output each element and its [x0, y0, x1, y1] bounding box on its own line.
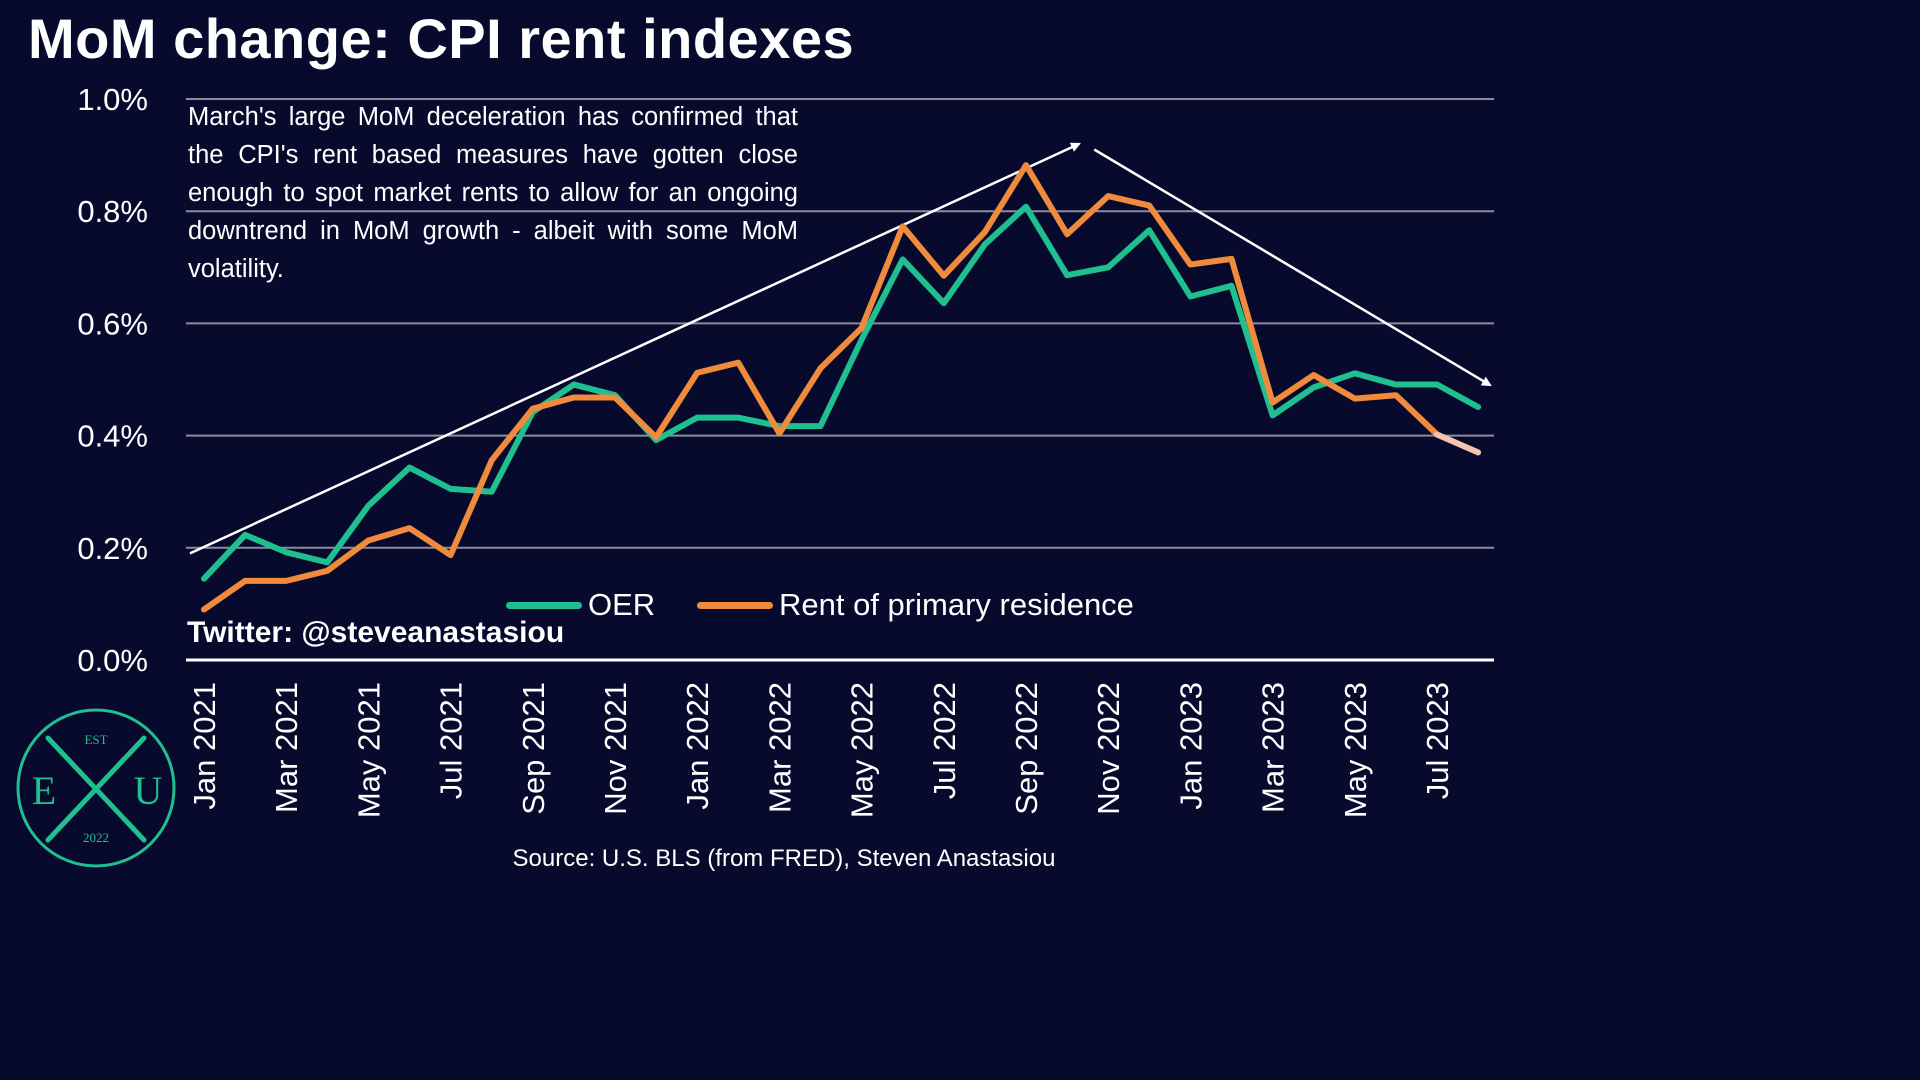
y-tick-label: 0.2%: [77, 531, 148, 566]
annotation-text: March's large MoM deceleration has confi…: [188, 103, 798, 283]
svg-text:U: U: [134, 768, 163, 813]
twitter-handle: Twitter: @steveanastasiou: [187, 616, 565, 649]
x-tick-label: Nov 2022: [1091, 682, 1126, 815]
y-tick-label: 0.6%: [77, 306, 148, 341]
y-axis-ticks: 0.0% 0.2% 0.4% 0.6% 0.8% 1.0%: [77, 82, 148, 678]
x-tick-label: Jul 2023: [1420, 682, 1455, 799]
x-tick-label: May 2023: [1338, 682, 1373, 818]
x-tick-label: Mar 2022: [762, 682, 797, 813]
x-tick-label: Jul 2022: [927, 682, 962, 799]
svg-text:E: E: [32, 768, 56, 813]
legend-swatch-rent: [697, 601, 773, 609]
legend-swatch-oer: [506, 601, 582, 609]
legend-item-oer: OER: [506, 585, 655, 625]
trend-arrow: [1093, 148, 1492, 387]
y-tick-label: 0.0%: [77, 643, 148, 678]
legend-item-rent: Rent of primary residence: [697, 585, 1134, 625]
legend-label-rent: Rent of primary residence: [779, 587, 1134, 622]
gridlines: [186, 98, 1494, 662]
series-line-rent-latest: [1434, 431, 1482, 456]
exu-logo: EST E U 2022: [16, 708, 176, 868]
x-tick-label: May 2021: [351, 682, 386, 818]
x-tick-label: Jan 2021: [187, 682, 222, 810]
x-tick-label: May 2022: [845, 682, 880, 818]
line-chart: 0.0% 0.2% 0.4% 0.6% 0.8% 1.0% Jan 2021 Mar 202…: [77, 82, 1494, 818]
svg-text:2022: 2022: [83, 830, 109, 845]
x-axis-ticks: Jan 2021 Mar 2021 May 2021 Jul 2021 Sep 2021…: [187, 682, 1455, 818]
source-note: Source: U.S. BLS (from FRED), Steven Ana…: [512, 845, 1056, 872]
y-tick-label: 0.4%: [77, 419, 148, 454]
trend-arrows: [189, 142, 1492, 555]
x-tick-label: Mar 2023: [1256, 682, 1291, 813]
x-tick-label: Sep 2021: [516, 682, 551, 815]
series-lines: [201, 162, 1482, 613]
y-tick-label: 0.8%: [77, 194, 148, 229]
trend-arrow: [189, 142, 1081, 555]
series-line-rent: [201, 162, 1440, 613]
x-tick-label: Jan 2023: [1173, 682, 1208, 810]
x-tick-label: Jan 2022: [680, 682, 715, 810]
legend-label-oer: OER: [588, 587, 656, 622]
x-tick-label: Mar 2021: [269, 682, 304, 813]
y-tick-label: 1.0%: [77, 82, 148, 117]
chart-title: MoM change: CPI rent indexes: [28, 7, 855, 70]
x-tick-label: Sep 2022: [1009, 682, 1044, 815]
svg-text:EST: EST: [84, 732, 107, 747]
series-line-oer: [201, 203, 1482, 582]
x-tick-label: Nov 2021: [598, 682, 633, 815]
x-tick-label: Jul 2021: [434, 682, 469, 799]
